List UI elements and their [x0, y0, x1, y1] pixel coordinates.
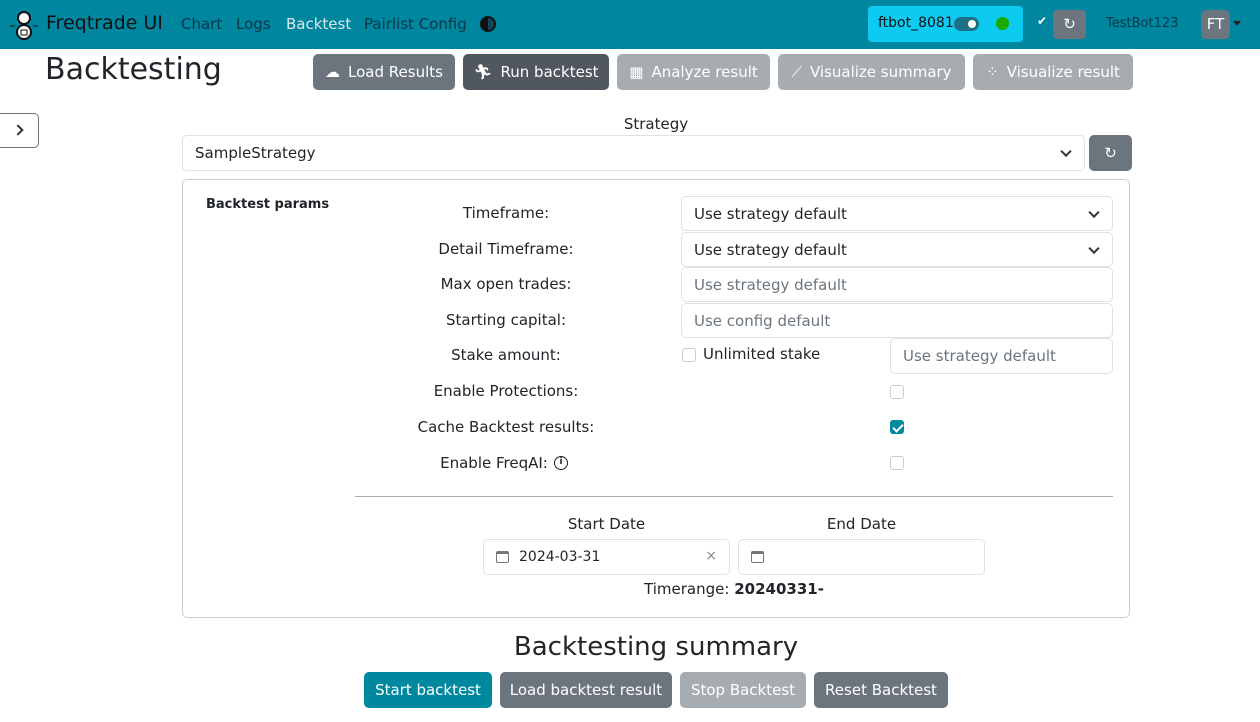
visualize-summary-label: Visualize summary [809, 63, 952, 81]
nav-chart[interactable]: Chart [181, 15, 223, 33]
enable-protections-label: Enable Protections: [433, 382, 579, 400]
enable-freqai-text: Enable FreqAI: [440, 454, 548, 472]
info-icon[interactable]: i [554, 456, 568, 470]
reset-backtest-button[interactable]: Reset Backtest [814, 672, 948, 708]
cloud-download-icon: ☁ [325, 63, 341, 81]
calendar-icon [496, 551, 509, 563]
chevron-down-icon [1088, 242, 1100, 254]
load-results-label: Load Results [348, 63, 443, 81]
strategy-value: SampleStrategy [195, 144, 316, 162]
refresh-bots-button[interactable]: ↻ [1053, 10, 1086, 39]
stake-amount-input[interactable]: Use strategy default [890, 338, 1113, 374]
nav-backtest[interactable]: Backtest [286, 15, 352, 33]
start-backtest-button[interactable]: Start backtest [364, 672, 492, 708]
load-results-button[interactable]: ☁ Load Results [313, 54, 455, 90]
chevron-down-icon [1088, 206, 1100, 218]
bot-selector[interactable]: ftbot_8081 [868, 6, 1023, 42]
sidebar-toggle-button[interactable] [0, 113, 39, 148]
end-date-label: End Date [826, 515, 897, 533]
starting-capital-input[interactable]: Use config default [681, 303, 1113, 338]
analyze-result-button[interactable]: ▦ Analyze result [617, 54, 770, 90]
cache-results-checkbox[interactable] [890, 420, 904, 434]
chart-line-icon: ⟋ [791, 63, 802, 81]
calendar-icon [751, 551, 764, 563]
start-date-value: 2024-03-31 [519, 549, 601, 565]
timeframe-label: Timeframe: [462, 204, 550, 222]
max-open-trades-input[interactable]: Use strategy default [681, 267, 1113, 302]
detail-timeframe-label: Detail Timeframe: [438, 240, 574, 258]
page-title: Backtesting [45, 52, 222, 87]
brand-title[interactable]: Freqtrade UI [46, 12, 163, 34]
chevron-down-icon [1060, 145, 1072, 158]
analyze-result-label: Analyze result [651, 63, 758, 81]
chart-scatter-icon: ⁘ [986, 63, 999, 81]
cache-results-label: Cache Backtest results: [417, 418, 595, 436]
visualize-result-button[interactable]: ⁘ Visualize result [973, 54, 1133, 90]
enable-freqai-label: Enable FreqAI: [355, 454, 657, 472]
strategy-select[interactable]: SampleStrategy [182, 135, 1085, 171]
refresh-strategies-button[interactable]: ↻ [1089, 135, 1132, 171]
clear-date-icon[interactable]: × [705, 548, 717, 564]
unlimited-stake-label: Unlimited stake [703, 345, 821, 363]
bot-toggle[interactable] [954, 17, 979, 31]
timeframe-select[interactable]: Use strategy default [681, 196, 1113, 231]
theme-toggle-icon[interactable] [480, 16, 496, 32]
bot-name: ftbot_8081 [878, 15, 954, 31]
detail-timeframe-value: Use strategy default [694, 240, 847, 259]
end-date-input[interactable] [738, 539, 985, 575]
summary-title: Backtesting summary [513, 632, 799, 662]
timerange-value: 20240331- [734, 580, 824, 598]
table-icon: ▦ [629, 63, 644, 81]
run-backtest-button[interactable]: 🏃︎ Run backtest [463, 54, 609, 90]
run-icon: 🏃︎ [473, 63, 493, 81]
timerange-label: Timerange: [644, 580, 730, 598]
bot-status-icon [996, 17, 1009, 30]
stake-amount-label: Stake amount: [451, 346, 561, 364]
check-icon: ✔ [1037, 14, 1048, 28]
divider [355, 496, 1113, 497]
stop-backtest-button[interactable]: Stop Backtest [680, 672, 806, 708]
backtest-params-title: Backtest params [206, 197, 330, 212]
visualize-summary-button[interactable]: ⟋ Visualize summary [778, 54, 965, 90]
enable-protections-checkbox[interactable] [890, 385, 904, 399]
chevron-right-icon [12, 124, 24, 136]
run-backtest-label: Run backtest [500, 63, 599, 81]
strategy-label: Strategy [623, 115, 689, 133]
visualize-result-label: Visualize result [1006, 63, 1120, 81]
timerange: Timerange: 20240331- [483, 580, 985, 598]
user-menu-caret-icon[interactable] [1233, 21, 1241, 30]
max-open-trades-label: Max open trades: [440, 275, 572, 293]
load-backtest-result-button[interactable]: Load backtest result [500, 672, 672, 708]
avatar[interactable]: FT [1201, 10, 1230, 39]
detail-timeframe-select[interactable]: Use strategy default [681, 232, 1113, 267]
freqtrade-logo-icon [10, 11, 38, 40]
nav-logs[interactable]: Logs [236, 15, 271, 33]
starting-capital-label: Starting capital: [445, 311, 567, 329]
backtest-params-card [182, 179, 1130, 618]
timeframe-value: Use strategy default [694, 204, 847, 223]
start-date-label: Start Date [567, 515, 646, 533]
user-name: TestBot123 [1106, 16, 1179, 31]
nav-pairlist-config[interactable]: Pairlist Config [364, 15, 467, 33]
start-date-input[interactable]: 2024-03-31 × [483, 539, 730, 575]
unlimited-stake-checkbox[interactable] [682, 348, 696, 362]
enable-freqai-checkbox[interactable] [890, 456, 904, 470]
navbar: Freqtrade UI Chart Logs Backtest Pairlis… [0, 0, 1260, 49]
